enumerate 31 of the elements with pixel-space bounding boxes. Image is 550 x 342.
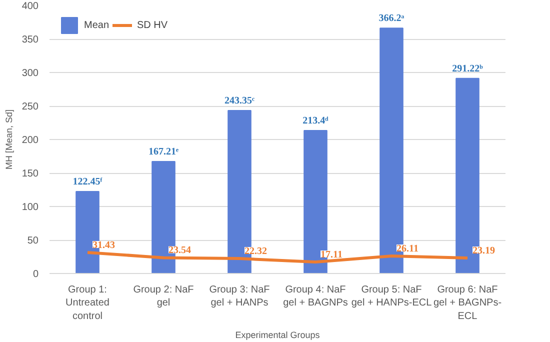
y-tick-label: 350 xyxy=(22,34,39,46)
y-tick-label: 100 xyxy=(22,202,39,213)
y-tick-label: 0 xyxy=(32,269,39,280)
y-axis-title: MH [Mean, Sd] xyxy=(4,109,14,170)
data-label: 26.11 xyxy=(396,244,418,255)
data-label: 213.4ᵈ xyxy=(302,116,330,127)
data-label: 291.22ᵇ xyxy=(452,63,484,74)
data-label: 23.19 xyxy=(472,245,495,256)
data-label: 122.45ᶠ xyxy=(72,176,102,188)
data-label: 22.32 xyxy=(244,246,267,258)
legend-label: Mean xyxy=(84,20,110,30)
x-tick-label: Group 3: NaF gel + HANPs xyxy=(209,284,270,309)
y-tick-label: 200 xyxy=(22,135,39,146)
x-tick-label: Group 2: NaF gel xyxy=(133,284,194,309)
data-label: 167.21ᵉ xyxy=(148,146,179,158)
x-tick-label: Group 4: NaF gel + BAGNPs xyxy=(283,284,348,309)
y-tick-label: 50 xyxy=(27,236,39,246)
data-label: 23.54 xyxy=(168,245,191,256)
y-tick-label: 400 xyxy=(22,1,39,12)
x-tick-label: Group 6: NaF gel + BAGNPs- ECL xyxy=(433,284,502,322)
legend-label: SD HV xyxy=(137,20,168,30)
data-label: 366.2ᵃ xyxy=(378,13,404,24)
data-label: 17.11 xyxy=(320,250,342,261)
y-tick-label: 150 xyxy=(22,168,39,180)
data-label: 243.35ᶜ xyxy=(224,95,255,106)
x-tick-label: Group 5: NaF gel + HANPs-ECL xyxy=(351,284,432,309)
y-tick-label: 250 xyxy=(22,102,39,112)
x-tick-label: Group 1: Untreated control xyxy=(66,284,110,322)
data-label: 31.43 xyxy=(92,240,115,251)
y-tick-label: 300 xyxy=(22,68,39,79)
x-axis-title: Experimental Groups xyxy=(235,330,320,340)
